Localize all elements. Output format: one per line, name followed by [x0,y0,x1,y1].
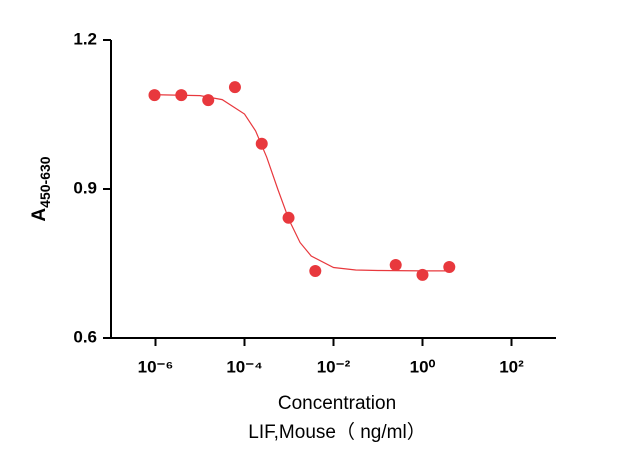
data-point [202,94,215,107]
x-axis-label: Concentration [278,393,396,414]
x-tick-label: 10⁻² [317,357,351,376]
data-point [443,260,456,273]
data-point [228,81,241,94]
data-point [282,211,295,224]
y-axis-label-main: A [29,208,50,222]
data-point [148,89,161,102]
data-point [255,137,268,150]
x-tick-label: 10⁰ [410,357,436,376]
x-tick-label: 10⁻⁶ [138,357,174,376]
data-point [416,268,429,281]
x-tick-label: 10⁻⁴ [226,357,262,376]
data-point [389,258,402,271]
y-tick-label: 0.6 [73,327,97,346]
data-point [309,264,322,277]
fit-curve [150,94,450,272]
data-point [175,89,188,102]
x-axis-unit: LIF,Mouse（ ng/ml） [248,421,425,443]
x-tick-label: 10² [499,357,524,376]
y-tick-label: 0.9 [73,178,97,197]
y-axis-label: A450-630 [29,156,53,221]
y-axis-label-sub: 450-630 [37,156,53,208]
y-tick-label: 1.2 [73,29,97,48]
